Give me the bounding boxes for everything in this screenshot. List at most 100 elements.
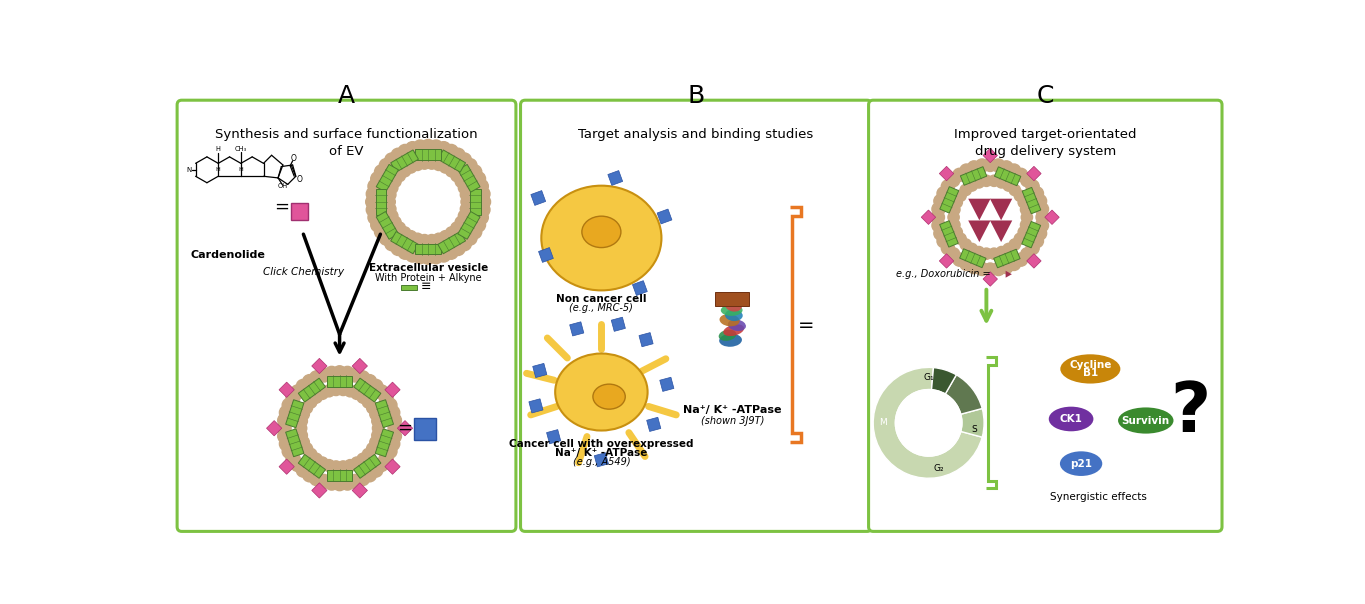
Circle shape xyxy=(955,233,966,245)
Circle shape xyxy=(980,248,992,259)
Circle shape xyxy=(476,203,490,217)
Circle shape xyxy=(426,157,438,169)
Bar xyxy=(983,148,998,162)
Circle shape xyxy=(399,227,411,239)
Circle shape xyxy=(459,210,471,222)
Circle shape xyxy=(953,253,966,266)
Circle shape xyxy=(934,227,947,240)
Bar xyxy=(1022,222,1040,248)
Bar xyxy=(390,150,419,172)
Circle shape xyxy=(445,227,457,239)
Circle shape xyxy=(306,394,374,462)
Ellipse shape xyxy=(1061,451,1103,476)
Circle shape xyxy=(304,396,317,408)
Circle shape xyxy=(953,169,966,181)
Circle shape xyxy=(1003,243,1014,255)
Polygon shape xyxy=(1006,271,1011,278)
Text: Non cancer cell: Non cancer cell xyxy=(556,294,647,304)
Circle shape xyxy=(317,474,330,489)
Bar xyxy=(401,285,416,291)
Circle shape xyxy=(374,385,389,399)
Text: With Protein + Alkyne: With Protein + Alkyne xyxy=(375,272,482,283)
Text: Na⁺/ K⁺ -ATPase: Na⁺/ K⁺ -ATPase xyxy=(682,405,782,415)
Circle shape xyxy=(440,161,452,173)
Circle shape xyxy=(460,188,472,201)
Circle shape xyxy=(444,245,459,259)
Circle shape xyxy=(936,234,950,248)
Circle shape xyxy=(463,231,476,245)
Circle shape xyxy=(419,157,430,169)
Circle shape xyxy=(362,448,374,460)
Circle shape xyxy=(405,231,416,243)
Circle shape xyxy=(310,371,324,385)
Text: Extracellular vesicle: Extracellular vesicle xyxy=(369,263,487,274)
Bar xyxy=(632,281,647,295)
Circle shape xyxy=(988,248,999,259)
Circle shape xyxy=(463,158,476,173)
Circle shape xyxy=(433,233,445,245)
Circle shape xyxy=(973,246,984,258)
Circle shape xyxy=(379,158,393,173)
Ellipse shape xyxy=(542,185,662,291)
Polygon shape xyxy=(990,220,1013,242)
Circle shape xyxy=(966,180,977,191)
Circle shape xyxy=(934,194,947,208)
Circle shape xyxy=(457,237,471,251)
Text: H: H xyxy=(239,167,243,172)
Text: H: H xyxy=(216,146,221,152)
Circle shape xyxy=(317,388,328,399)
Circle shape xyxy=(976,159,988,172)
Text: ?: ? xyxy=(1170,379,1211,446)
Circle shape xyxy=(394,168,463,236)
Circle shape xyxy=(1031,187,1043,200)
Circle shape xyxy=(960,257,973,271)
Circle shape xyxy=(310,453,322,465)
Circle shape xyxy=(999,161,1013,174)
Circle shape xyxy=(1036,202,1048,216)
Circle shape xyxy=(344,460,356,472)
Circle shape xyxy=(968,161,980,174)
Circle shape xyxy=(310,391,322,403)
Text: O: O xyxy=(296,175,302,184)
Circle shape xyxy=(348,474,362,489)
Circle shape xyxy=(280,406,293,420)
Circle shape xyxy=(317,457,328,469)
Circle shape xyxy=(324,385,334,397)
Circle shape xyxy=(324,460,334,472)
Text: OH: OH xyxy=(278,183,288,189)
Bar xyxy=(311,358,328,374)
Circle shape xyxy=(356,472,370,486)
Circle shape xyxy=(388,421,403,435)
Bar xyxy=(415,418,435,440)
Text: Improved target-orientated
drug delivery system: Improved target-orientated drug delivery… xyxy=(954,128,1137,158)
Circle shape xyxy=(363,468,377,482)
Circle shape xyxy=(411,233,423,245)
Circle shape xyxy=(468,225,482,239)
Circle shape xyxy=(445,165,457,177)
Circle shape xyxy=(429,140,444,154)
Circle shape xyxy=(379,391,393,405)
Circle shape xyxy=(1007,257,1021,271)
Circle shape xyxy=(1036,211,1050,224)
Circle shape xyxy=(1014,190,1025,201)
Circle shape xyxy=(374,165,389,179)
Text: Target analysis and binding studies: Target analysis and binding studies xyxy=(579,128,814,141)
Circle shape xyxy=(298,436,310,448)
Ellipse shape xyxy=(592,384,625,409)
Circle shape xyxy=(951,197,962,208)
Text: S: S xyxy=(972,425,977,434)
Circle shape xyxy=(366,195,379,209)
Circle shape xyxy=(399,165,411,177)
Ellipse shape xyxy=(556,353,647,431)
Bar xyxy=(569,322,584,336)
Text: Click Chemistry: Click Chemistry xyxy=(263,266,344,277)
Circle shape xyxy=(411,158,423,170)
Circle shape xyxy=(992,262,1005,275)
Bar xyxy=(657,209,672,224)
Bar xyxy=(299,378,325,402)
Circle shape xyxy=(366,187,381,201)
Bar xyxy=(594,453,609,467)
Circle shape xyxy=(374,225,389,239)
Circle shape xyxy=(1014,253,1028,266)
Bar xyxy=(299,454,325,478)
